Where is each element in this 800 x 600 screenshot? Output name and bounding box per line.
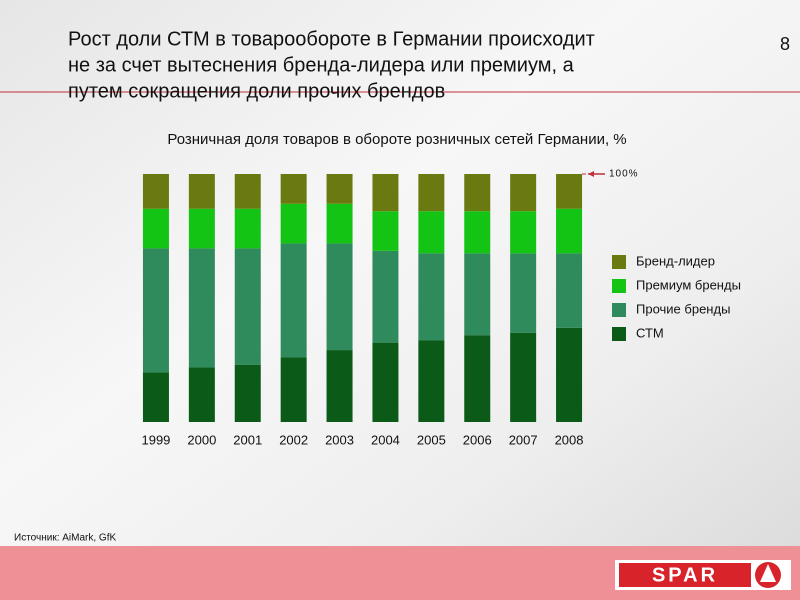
x-tick-label: 2004	[371, 432, 400, 447]
bar-segment	[326, 174, 353, 204]
x-tick-label: 2001	[233, 432, 262, 447]
source: Источник: AiMark, GfK	[14, 533, 116, 544]
bar-segment	[464, 211, 491, 254]
x-tick-label: 2002	[279, 432, 308, 447]
bar-segment	[556, 253, 583, 328]
bar-segment	[142, 208, 169, 249]
x-tick-label: 2003	[325, 432, 354, 447]
bar-segment	[372, 211, 399, 251]
logo-tree	[760, 564, 776, 582]
bar-segment	[372, 250, 399, 343]
bar-segment	[188, 208, 215, 249]
logo-text: SPAR	[652, 564, 718, 586]
bar-segment	[234, 208, 261, 249]
bar-segment	[326, 203, 353, 244]
bar-segment	[556, 208, 583, 254]
bar-segment	[142, 248, 169, 373]
page-number: 8	[780, 34, 790, 54]
bar-segment	[556, 174, 583, 209]
bar-segment	[280, 203, 307, 244]
x-tick-label: 2006	[463, 432, 492, 447]
legend-swatch	[612, 303, 626, 317]
slide-title: не за счет вытеснения бренда-лидера или …	[68, 54, 575, 76]
x-tick-label: 2007	[509, 432, 538, 447]
bar-segment	[510, 253, 537, 333]
legend-swatch	[612, 327, 626, 341]
bar-segment	[418, 340, 445, 422]
x-tick-label: 2008	[555, 432, 584, 447]
slide-title: путем сокращения доли прочих брендов	[68, 80, 445, 102]
chart-title: Розничная доля товаров в обороте розничн…	[167, 131, 626, 148]
bar-segment	[510, 211, 537, 254]
legend-swatch	[612, 255, 626, 269]
legend-label: Премиум бренды	[636, 277, 741, 292]
bar-segment	[510, 174, 537, 212]
legend-swatch	[612, 279, 626, 293]
bar-segment	[326, 243, 353, 351]
slide-title: Рост доли СТМ в товарообороте в Германии…	[68, 28, 595, 50]
bar-segment	[280, 174, 307, 204]
legend-label: Прочие бренды	[636, 301, 730, 316]
bar-segment	[188, 367, 215, 422]
bar-segment	[464, 253, 491, 336]
legend-label: СТМ	[636, 325, 664, 340]
bar-segment	[188, 174, 215, 209]
x-tick-label: 2000	[187, 432, 216, 447]
bar-segment	[142, 372, 169, 422]
bar-segment	[556, 327, 583, 422]
bar-segment	[418, 174, 445, 212]
bar-segment	[372, 342, 399, 422]
logo-red	[619, 563, 751, 587]
bar-segment	[326, 350, 353, 422]
bar-segment	[464, 174, 491, 212]
legend-label: Бренд-лидер	[636, 253, 715, 268]
bar-segment	[510, 332, 537, 422]
x-tick-label: 1999	[141, 432, 170, 447]
bar-segment	[234, 174, 261, 209]
bar-segment	[418, 253, 445, 341]
bar-segment	[234, 248, 261, 365]
bar-segment	[142, 174, 169, 209]
bar-segment	[464, 335, 491, 422]
bar-segment	[418, 211, 445, 254]
annotation-arrow-head	[588, 171, 594, 177]
bar-segment	[280, 357, 307, 422]
bar-segment	[188, 248, 215, 368]
bar-segment	[372, 174, 399, 212]
x-tick-label: 2005	[417, 432, 446, 447]
bar-segment	[280, 243, 307, 358]
bar-segment	[234, 364, 261, 422]
tick-label: 100%	[609, 169, 639, 180]
